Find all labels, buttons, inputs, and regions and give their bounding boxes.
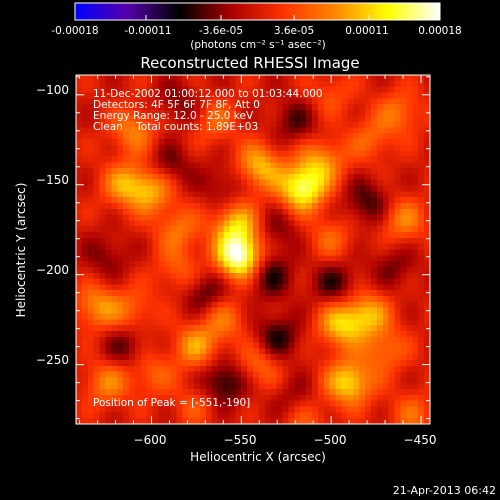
x-tick-label: −600 <box>134 433 167 447</box>
chart-title: Reconstructed RHESSI Image <box>140 54 359 72</box>
annotation-clean-counts: Clean Total counts: 1.89E+03 <box>93 121 258 133</box>
annotation-detectors: Detectors: 4F 5F 6F 7F 8F, Att 0 <box>93 99 260 111</box>
axis-ticks <box>76 75 430 424</box>
colorbar-unit-label: (photons cm⁻² s⁻¹ asec⁻²) <box>190 39 325 51</box>
annotation-energy-range: Energy Range: 12.0 - 25.0 keV <box>93 110 254 122</box>
footer-timestamp: 21-Apr-2013 06:42 <box>393 484 496 497</box>
plot-frame <box>75 74 431 425</box>
colorbar-ticks <box>74 15 441 20</box>
colorbar-tick-label: -0.00011 <box>124 25 171 37</box>
colorbar-tick-label: 0.00011 <box>345 25 388 37</box>
colorbar-tick-label: -3.6e-05 <box>199 25 243 37</box>
colorbar-strip <box>74 2 441 21</box>
colorbar-tick-label: 3.6e-05 <box>274 25 314 37</box>
y-tick-label: −200 <box>36 263 69 277</box>
y-tick-label: −100 <box>36 83 69 97</box>
x-tick-label: −500 <box>314 433 347 447</box>
y-axis-label: Heliocentric Y (arcsec) <box>14 183 28 318</box>
annotation-time-range: 11-Dec-2002 01:00:12.000 to 01:03:44.000 <box>93 88 323 100</box>
x-tick-label: −550 <box>224 433 257 447</box>
x-axis-label: Heliocentric X (arcsec) <box>190 450 326 464</box>
heatmap-image <box>76 75 430 424</box>
x-tick-label: −450 <box>404 433 437 447</box>
plot-area <box>75 74 431 425</box>
colorbar-tick-label: 0.00018 <box>418 25 461 37</box>
colorbar: -0.00018 -0.00011 -3.6e-05 3.6e-05 0.000… <box>51 2 462 51</box>
y-tick-label: −250 <box>36 353 69 367</box>
colorbar-tick-label: -0.00018 <box>51 25 98 37</box>
y-tick-label: −150 <box>36 173 69 187</box>
annotation-peak-position: Position of Peak = [-551,-190] <box>93 397 250 409</box>
